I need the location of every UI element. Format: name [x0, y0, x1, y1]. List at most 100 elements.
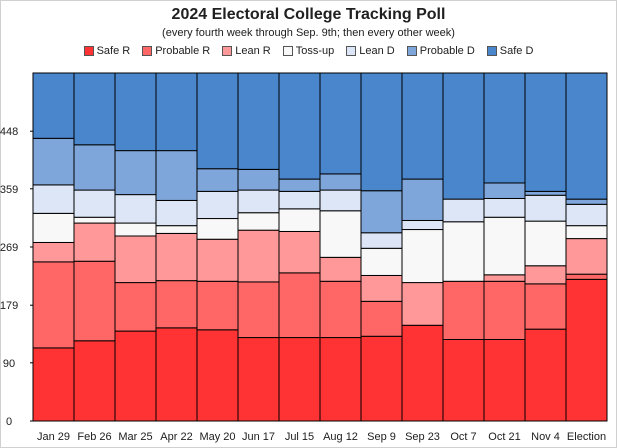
x-tick-label: Apr 22 [160, 431, 192, 443]
bar-segment [401, 178, 444, 221]
bar-segment [524, 328, 567, 422]
bar-segment [524, 194, 567, 222]
bar-segment [401, 282, 444, 326]
bar-segment [114, 235, 157, 284]
y-tick-label: 448 [0, 126, 18, 138]
bar-segment [32, 72, 75, 139]
legend-swatch [142, 46, 153, 56]
bar-segment [196, 218, 239, 240]
legend-label: Safe R [96, 45, 131, 57]
bar-segment [114, 282, 157, 332]
legend-item: Safe D [486, 45, 533, 57]
bar-segment [196, 280, 239, 331]
legend-label: Toss-up [295, 45, 335, 57]
bar-segment [155, 72, 198, 152]
bar-segment [278, 272, 321, 339]
bar-segment [155, 199, 198, 227]
bar-segment [73, 144, 116, 191]
bar-segment [155, 225, 198, 234]
bar-segment [237, 337, 280, 422]
bar-segment [319, 280, 362, 339]
bar-segment [401, 72, 444, 180]
bar-segment [360, 300, 403, 337]
bar-segment [196, 72, 239, 170]
bar-segment [565, 203, 608, 227]
legend-swatch [486, 46, 497, 56]
bar-segment [360, 247, 403, 276]
x-tick-label: Jan 29 [37, 431, 70, 443]
bar-segment [73, 340, 116, 422]
legend-label: Lean R [235, 45, 271, 57]
chart-title: 2024 Electoral College Tracking Poll [171, 6, 446, 23]
bar-segment [401, 219, 444, 231]
bar-segment [524, 265, 567, 285]
bar-segment [73, 222, 116, 262]
x-tick-label: May 20 [199, 431, 235, 443]
bar-segment [237, 281, 280, 339]
legend-item: Lean D [346, 45, 395, 57]
bar-segment [278, 178, 321, 192]
bar-segment [32, 261, 75, 349]
legend-swatch [83, 46, 94, 56]
legend-swatch [222, 46, 233, 56]
bar-segment [32, 241, 75, 263]
bar-segment [442, 72, 485, 200]
bar-segment [319, 337, 362, 422]
legend-label: Probable R [155, 45, 211, 57]
bar-segment [483, 338, 526, 422]
bar-segment [196, 238, 239, 282]
bar-segment [155, 327, 198, 422]
bar-segment [360, 274, 403, 302]
bar-segment [360, 72, 403, 192]
bar-segment [73, 72, 116, 146]
x-tick-label: Oct 7 [450, 431, 476, 443]
x-tick-label: Aug 12 [323, 431, 358, 443]
bar-segment [237, 212, 280, 231]
bar-segment [196, 329, 239, 422]
bar-segment [565, 198, 608, 205]
y-tick-label: 269 [0, 242, 18, 254]
bar-segment [114, 222, 157, 237]
bar-segment [565, 238, 608, 275]
bar-segment [319, 210, 362, 258]
bar-segment [524, 190, 567, 196]
bar-segment [32, 184, 75, 214]
bar-segment [360, 335, 403, 422]
bar-segment [114, 194, 157, 224]
bar-segment [155, 280, 198, 329]
bar-segment [319, 72, 362, 175]
bar-segment [524, 220, 567, 267]
x-tick-label: Mar 25 [118, 431, 152, 443]
bar-segment [114, 72, 157, 152]
bar-segment [278, 72, 321, 180]
bar-segment [237, 168, 280, 191]
bar-segment [278, 208, 321, 232]
bar-segment [524, 283, 567, 330]
bar-segment [319, 173, 362, 191]
chart-subtitle: (every fourth week through Sep. 9th; the… [162, 27, 455, 39]
bar-segment [442, 280, 485, 340]
x-tick-label: Oct 21 [488, 431, 520, 443]
bar-segment [483, 197, 526, 218]
x-tick-label: Jun 17 [242, 431, 275, 443]
bar-segment [237, 229, 280, 283]
bar-segment [73, 189, 116, 218]
legend-swatch [406, 46, 417, 56]
bar-segment [524, 72, 567, 192]
bar-segment [114, 150, 157, 196]
x-tick-label: Jul 15 [285, 431, 314, 443]
bar-segment [401, 324, 444, 422]
bar-segment [565, 72, 608, 200]
x-tick-label: Feb 26 [77, 431, 111, 443]
bar-segment [401, 229, 444, 284]
bar-segment [483, 280, 526, 340]
bar-segment [360, 190, 403, 234]
legend-swatch [282, 46, 293, 56]
bar-segment [278, 190, 321, 210]
x-tick-label: Nov 4 [531, 431, 560, 443]
bar-segment [565, 278, 608, 422]
legend-label: Probable D [419, 45, 475, 57]
legend-swatch [346, 46, 357, 56]
legend: Safe R Probable R Lean R Toss-up Lean D Proba… [0, 45, 617, 57]
bar-segment [237, 72, 280, 170]
